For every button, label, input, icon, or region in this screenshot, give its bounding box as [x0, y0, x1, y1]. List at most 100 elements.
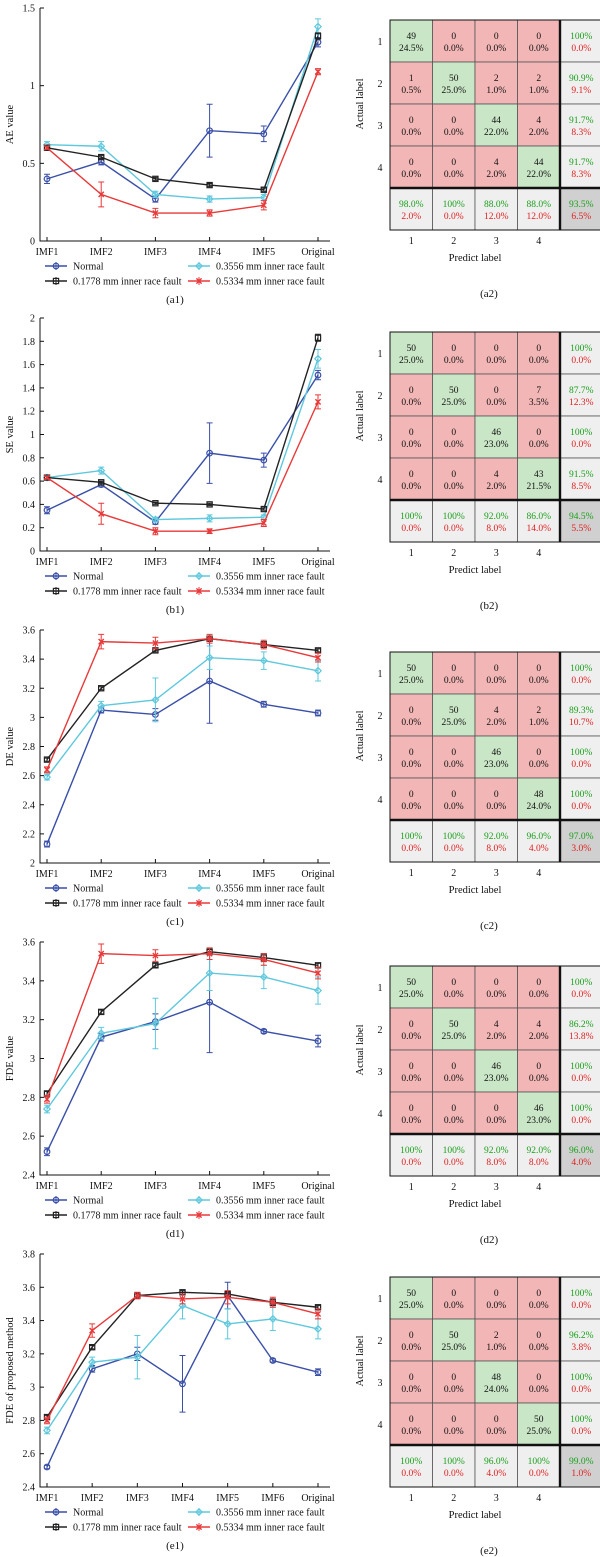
cm-frame: [389, 965, 600, 1177]
axis-frame: [39, 318, 330, 552]
cm-row-summary-value: 100%: [570, 664, 592, 674]
caption: (c1): [166, 916, 184, 928]
cm-cell-percent: 0.0%: [529, 1074, 549, 1084]
row-label: 2: [378, 1025, 383, 1036]
cm-cell-value: 2: [494, 74, 499, 84]
cm-cell-percent: 0.0%: [401, 170, 421, 180]
y-tick-label: 2.6: [23, 771, 36, 782]
col-label: 1: [409, 868, 414, 879]
legend-label: Normal: [73, 262, 104, 273]
cm-cell: [517, 331, 561, 375]
cm-cell-value: 0: [451, 1289, 456, 1299]
y-tick-label: 3.4: [23, 655, 36, 666]
data-point: [152, 962, 159, 969]
cm-cell-percent: 24.5%: [399, 44, 424, 54]
line-chart-d1: 2.4 2.6 2.8 3 3.2 3.4 3.6 IMF1 IMF2 IMF3 IMF4 IMF5 O…: [5, 938, 335, 1241]
series-normal: [43, 1281, 322, 1471]
cm-cell-percent: 25.0%: [399, 1301, 424, 1311]
x-tick-label: IMF6: [261, 1493, 284, 1504]
cm-row-summary-percent: 0.0%: [571, 802, 591, 812]
data-point: [314, 371, 322, 379]
data-point: [42, 1104, 52, 1114]
cm-col-summary-percent: 4.0%: [486, 1469, 506, 1479]
cm-cell-percent: 2.0%: [529, 128, 549, 138]
data-point: [97, 685, 105, 692]
data-point: [268, 1314, 277, 1323]
legend-marker: [195, 277, 203, 285]
data-point: [43, 1463, 51, 1471]
data-point: [260, 186, 268, 193]
error-bar: [206, 103, 213, 158]
cm-col-summary-value: 86.0%: [526, 512, 551, 522]
cm-cell-percent: 0.0%: [401, 482, 421, 492]
cm-cell-value: 2: [494, 1331, 499, 1341]
cm-col-summary-value: 96.0%: [484, 1457, 509, 1467]
col-label: 3: [494, 1493, 499, 1504]
cm-cell-percent: 0.0%: [401, 1116, 421, 1126]
series-0-5334-mm-inner-race-fault: [43, 633, 322, 774]
cm-col-summary-percent: 0.0%: [529, 1469, 549, 1479]
cm-cell-percent: 25.0%: [441, 398, 466, 408]
cm-row-summary-percent: 9.1%: [571, 86, 591, 96]
data-point: [205, 514, 214, 523]
data-point: [43, 175, 51, 183]
cm-row-summary-value: 100%: [570, 1104, 592, 1114]
y-axis-label: DE value: [5, 726, 16, 766]
data-point: [97, 466, 106, 475]
cm-cell-percent: 25.0%: [441, 86, 466, 96]
caption: (c2): [480, 920, 498, 932]
cm-row-summary-value: 91.5%: [569, 470, 594, 480]
error-bar: [152, 997, 159, 1050]
cm-cell-value: 0: [536, 1331, 541, 1341]
data-point: [260, 130, 268, 138]
cm-row-summary-percent: 0.0%: [571, 1301, 591, 1311]
col-label: 1: [409, 1182, 414, 1193]
cm-total-percent: 3.0%: [571, 844, 591, 854]
cm-cell-value: 4: [536, 1020, 541, 1030]
caption: (a2): [480, 288, 498, 300]
legend: Normal 0.3556 mm inner race fault 0.1778 m…: [45, 1196, 325, 1222]
y-axis-label: FDE value: [5, 1036, 16, 1082]
x-tick-label: IMF2: [81, 1493, 104, 1504]
cm-row-summary-percent: 0.0%: [571, 440, 591, 450]
cm-cell-percent: 0.0%: [444, 128, 464, 138]
data-point: [269, 1357, 277, 1364]
cm-cell-percent: 0.0%: [401, 128, 421, 138]
cm-cell-percent: 0.0%: [401, 1032, 421, 1042]
legend-marker: [52, 1523, 60, 1531]
data-point: [43, 474, 51, 481]
legend-marker: [52, 262, 60, 270]
x-tick-label: IMF5: [252, 557, 275, 568]
cm-cell-value: 0: [494, 386, 499, 396]
cm-col-summary-value: 100%: [400, 1146, 422, 1156]
series-normal: [43, 369, 322, 526]
cm-cell-percent: 0.0%: [529, 356, 549, 366]
col-label: 4: [536, 236, 541, 247]
y-tick-label: 2.4: [23, 800, 36, 811]
cm-row-summary-percent: 0.0%: [571, 1074, 591, 1084]
x-tick-label: IMF1: [36, 869, 59, 880]
cm-total-percent: 6.5%: [571, 212, 591, 222]
cm-cell-percent: 2.0%: [486, 170, 506, 180]
legend-label: 0.5334 mm inner race fault: [216, 277, 325, 288]
data-point: [97, 1008, 105, 1016]
cm-cell: [474, 19, 518, 63]
error-bar: [224, 1308, 231, 1340]
data-point: [260, 202, 267, 209]
x-tick-label: IMF3: [144, 557, 167, 568]
y-tick-label: 0: [30, 237, 35, 248]
cm-cell-value: 48: [534, 790, 544, 800]
cm-total: [559, 1444, 600, 1488]
data-point: [152, 528, 159, 535]
cm-cell-value: 0: [409, 1020, 414, 1030]
cm-cell-value: 0: [494, 344, 499, 354]
confusion-matrix-a2: 49 24.5% 0 0.0% 0 0.0% 0 0.0% 100% 0.0% 1 0.5% 50 25.…: [355, 19, 600, 300]
data-point: [314, 32, 322, 40]
data-point: [152, 500, 159, 507]
cm-cell-percent: 0.0%: [529, 676, 549, 686]
legend-marker: [194, 571, 204, 581]
cm-cell-percent: 0.0%: [486, 1116, 506, 1126]
data-point: [42, 1426, 52, 1435]
y-tick-label: 1.2: [23, 407, 36, 418]
